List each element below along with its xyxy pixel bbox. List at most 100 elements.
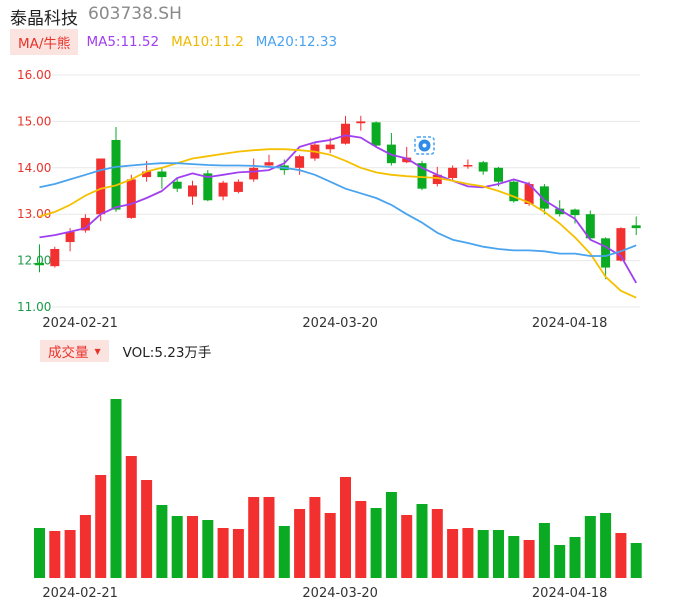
volume-bar — [600, 513, 612, 578]
candle-body — [172, 181, 182, 189]
volume-indicator-tab[interactable]: 成交量 ▼ — [40, 340, 109, 362]
date-axis: 2024-02-21 2024-02-21 2024-03-20 2024-03-20… — [42, 316, 607, 601]
candle-body — [371, 122, 381, 146]
volume-bar — [416, 504, 428, 578]
volume-bar — [171, 516, 183, 578]
volume-bar — [355, 501, 367, 578]
volume-bar — [554, 545, 566, 578]
volume-bar — [217, 528, 229, 578]
candle-body — [509, 181, 519, 202]
candle-body — [188, 185, 197, 197]
volume-bar — [95, 475, 107, 578]
candle-body — [494, 167, 503, 182]
y-tick-label: 13.00 — [17, 207, 51, 221]
candle-body — [417, 163, 427, 189]
candle-body — [111, 139, 121, 210]
x-tick-label: 2024-04-18 — [532, 586, 608, 601]
candle-body — [65, 231, 75, 243]
volume-bar — [202, 520, 214, 578]
volume-value: VOL:5.23万手 — [122, 345, 212, 361]
ma20-line — [39, 162, 637, 257]
volume-bar — [79, 515, 91, 578]
volume-bar — [156, 505, 168, 578]
y-tick-label: 11.00 — [17, 300, 51, 314]
candle-body — [555, 208, 565, 215]
y-tick-label: 15.00 — [17, 114, 51, 128]
ma-indicator-tab[interactable]: MA/牛熊 — [10, 29, 79, 55]
volume-bar — [523, 540, 535, 578]
candle-body — [325, 144, 335, 150]
volume-bar — [370, 508, 382, 578]
volume-bar — [110, 399, 122, 578]
volume-bar — [477, 530, 489, 578]
ma5-legend: MA5:11.52 — [86, 34, 160, 50]
candle-body — [601, 238, 611, 268]
candle-body — [218, 182, 228, 197]
candle-body — [539, 186, 549, 209]
volume-legend: 成交量 ▼ VOL:5.23万手 — [40, 340, 212, 362]
volume-bar — [431, 509, 443, 578]
candles-layer — [35, 115, 641, 280]
candle-body — [448, 167, 458, 179]
candle-body — [432, 174, 442, 185]
ma-lines-layer — [39, 134, 637, 299]
target-marker-icon[interactable] — [414, 136, 435, 155]
volume-bar — [401, 515, 413, 578]
candle-body — [35, 262, 44, 266]
volume-bar — [324, 513, 336, 578]
candle-body — [570, 209, 580, 216]
candle-body — [341, 123, 350, 144]
y-tick-label: 16.00 — [17, 68, 51, 82]
candle-body — [203, 173, 213, 201]
volume-bar — [385, 492, 397, 578]
volume-bar — [248, 497, 260, 578]
candle-body — [524, 184, 534, 204]
candle-body — [126, 179, 136, 218]
volume-bar — [125, 456, 137, 578]
candle-body — [157, 171, 167, 178]
volume-bar — [538, 523, 550, 578]
volume-bar — [340, 477, 351, 578]
volume-bar — [630, 543, 642, 578]
stock-name: 泰晶科技 — [10, 9, 78, 29]
ma10-legend: MA10:11.2 — [171, 34, 244, 50]
candle-body — [142, 171, 152, 178]
volume-bar — [49, 531, 61, 578]
volume-bar — [309, 497, 321, 578]
stock-code: 603738.SH — [88, 4, 182, 24]
y-tick-label: 12.00 — [17, 254, 51, 268]
ma20-legend: MA20:12.33 — [255, 34, 338, 50]
volume-bar — [187, 516, 198, 578]
ma10-line — [39, 148, 637, 299]
volume-tab-label: 成交量 — [48, 345, 89, 361]
candle-body — [80, 217, 90, 231]
volume-bar — [263, 497, 275, 578]
x-tick-label: 2024-02-21 — [42, 586, 118, 601]
candle-body — [478, 162, 488, 172]
price-axis: 16.00 15.00 14.00 13.00 12.00 11.00 — [17, 68, 51, 314]
volume-bar — [294, 509, 306, 578]
candle-body — [249, 167, 259, 180]
volume-bar — [141, 480, 153, 578]
candle-body — [233, 181, 243, 192]
volume-bar — [584, 516, 596, 578]
ma-legend: MA/牛熊 MA5:11.52 MA10:11.2 MA20:12.33 — [10, 29, 349, 55]
candle-body — [463, 165, 473, 167]
volume-bar — [447, 529, 459, 578]
y-tick-label: 14.00 — [17, 161, 51, 175]
candle-body — [264, 162, 274, 166]
dropdown-arrow-icon: ▼ — [94, 346, 101, 356]
x-tick-label: 2024-02-21 — [42, 316, 118, 331]
x-tick-label: 2024-03-20 — [302, 316, 378, 331]
candle-body — [616, 228, 626, 261]
volume-bar — [569, 537, 581, 578]
volume-bar — [508, 536, 520, 578]
ma5-line — [39, 134, 637, 284]
volume-bar — [615, 533, 627, 578]
candle-body — [50, 249, 60, 267]
volume-bar — [462, 528, 474, 578]
candle-body — [356, 121, 366, 124]
candle-body — [295, 156, 305, 168]
